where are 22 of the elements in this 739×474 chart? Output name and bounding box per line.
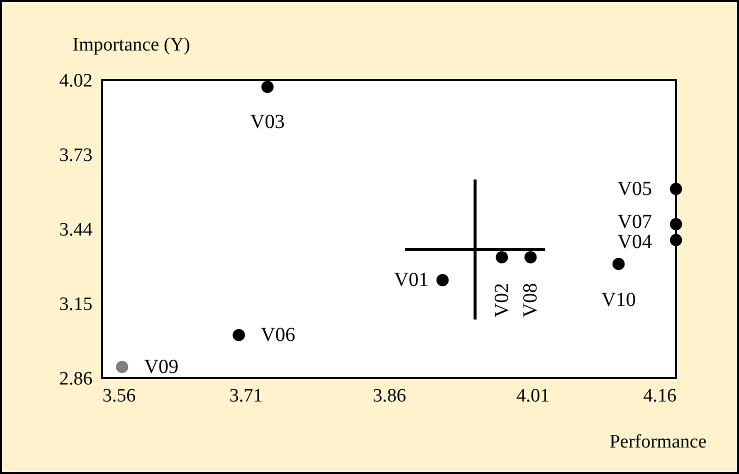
y-tick-label: 4.02 bbox=[59, 70, 92, 92]
y-tick-label: 3.44 bbox=[59, 220, 93, 240]
annotation: V05 bbox=[618, 178, 652, 200]
x-tick-label: 4.16 bbox=[643, 386, 676, 406]
annotation: V08 bbox=[520, 283, 542, 318]
y-tick-label: 3.73 bbox=[59, 145, 92, 166]
x-tick-label: 3.71 bbox=[229, 386, 263, 406]
y-tick-label: 3.15 bbox=[59, 294, 92, 315]
x-tick-label: 3.86 bbox=[372, 386, 406, 406]
annotation: V03 bbox=[250, 110, 285, 133]
y-axis-title: Importance (Y) bbox=[72, 34, 190, 56]
y-tick-label: 2.86 bbox=[59, 368, 92, 390]
annotation: V10 bbox=[601, 288, 636, 311]
annotation: V04 bbox=[618, 231, 652, 254]
annotation: V07 bbox=[618, 211, 652, 234]
x-tick-label: 4.01 bbox=[516, 386, 550, 406]
x-tick-label: 3.56 bbox=[102, 386, 136, 406]
annotation: V06 bbox=[260, 324, 296, 346]
x-axis-title: Performance bbox=[609, 432, 706, 452]
annotation: V01 bbox=[394, 269, 429, 292]
annotation: V02 bbox=[490, 283, 513, 318]
annotation: V09 bbox=[144, 356, 179, 378]
